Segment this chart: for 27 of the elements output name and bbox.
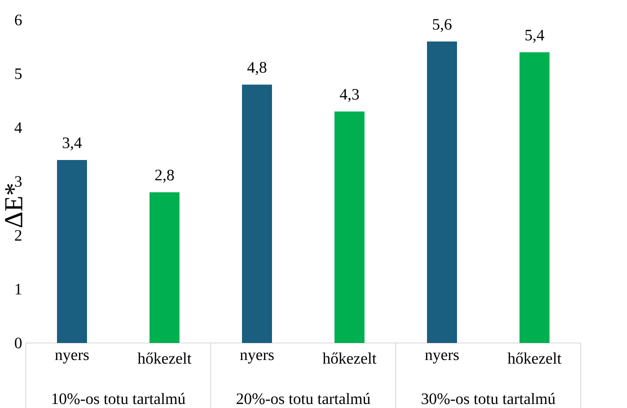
bar [334, 112, 365, 343]
y-tick-label: 0 [14, 338, 22, 348]
x-tick-label: hőkezelt [138, 352, 192, 364]
data-label: 5,6 [432, 19, 452, 32]
x-tick-label: nyers [55, 352, 89, 364]
x-tick-label: hőkezelt [508, 352, 562, 364]
text: 30%-os totu tartalmú [422, 392, 556, 404]
y-tick-label: 5 [15, 68, 22, 80]
text: 20%-os totu tartalmú [236, 392, 370, 404]
data-label: 5,4 [525, 30, 544, 43]
y-tick-label: 4 [14, 122, 22, 133]
y-tick-label: 6 [14, 14, 22, 26]
bar [520, 52, 550, 343]
bar [57, 160, 87, 343]
x-tick-label: hőkezelt [322, 352, 376, 364]
text: 10%-os totu tartalmú [52, 392, 186, 404]
x-tick-label: nyers [425, 352, 459, 364]
y-tick-label: 1 [16, 284, 22, 294]
x-tick-label: nyers [240, 352, 274, 364]
data-label: 4,8 [247, 62, 266, 76]
data-label: 4,3 [340, 89, 359, 102]
data-label: 2,8 [155, 170, 174, 183]
bar [242, 84, 272, 343]
y-tick-label: 2 [14, 230, 22, 241]
bar [427, 42, 458, 343]
bar [150, 192, 180, 343]
data-label: 3,4 [62, 137, 82, 150]
